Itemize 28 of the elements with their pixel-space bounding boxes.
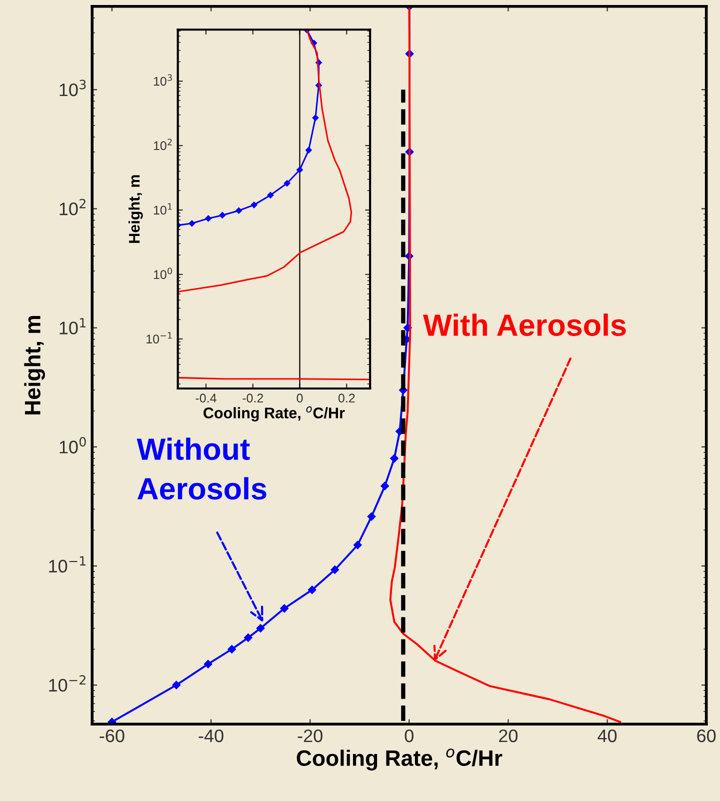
annotation: With Aerosols xyxy=(423,314,626,336)
y-tick-label: 10$^{−1}$ xyxy=(146,332,172,344)
y-tick-label: 10$^{3}$ xyxy=(60,80,86,96)
y-axis-title: Height, m xyxy=(24,316,45,414)
x-tick-label: 60 xyxy=(697,729,716,742)
x-tick-label: -0.4 xyxy=(196,394,216,403)
x-tick-label: 0.2 xyxy=(338,394,355,403)
y-tick-label: 10$^{2}$ xyxy=(154,138,172,150)
y-tick-label: 10$^{1}$ xyxy=(60,318,86,334)
y-tick-label: 10$^{−1}$ xyxy=(49,556,86,573)
x-axis-title: Cooling Rate, $^{o}$C/Hr xyxy=(204,406,345,422)
x-tick-label: 20 xyxy=(499,729,518,742)
y-tick-label: 10$^{3}$ xyxy=(154,74,172,86)
x-tick-label: 0 xyxy=(404,729,414,742)
annotation: Without Aerosols xyxy=(136,438,266,500)
y-tick-label: 10$^{0}$ xyxy=(60,437,86,454)
x-tick-label: -40 xyxy=(198,729,224,742)
x-tick-label: -0.2 xyxy=(242,394,264,403)
y-tick-label: 10$^{0}$ xyxy=(154,268,172,280)
y-tick-label: 10$^{2}$ xyxy=(60,198,86,216)
x-tick-label: 0 xyxy=(296,394,303,403)
y-tick-label: 10$^{1}$ xyxy=(154,203,172,215)
x-tick-label: -20 xyxy=(298,729,322,742)
x-tick-label: 40 xyxy=(598,729,617,742)
y-tick-label: 10$^{−2}$ xyxy=(49,675,86,692)
x-tick-label: -60 xyxy=(100,729,124,742)
x-axis-title: Cooling Rate, $^{o}$C/Hr xyxy=(296,748,502,770)
y-axis-title: Height, m xyxy=(128,175,143,243)
